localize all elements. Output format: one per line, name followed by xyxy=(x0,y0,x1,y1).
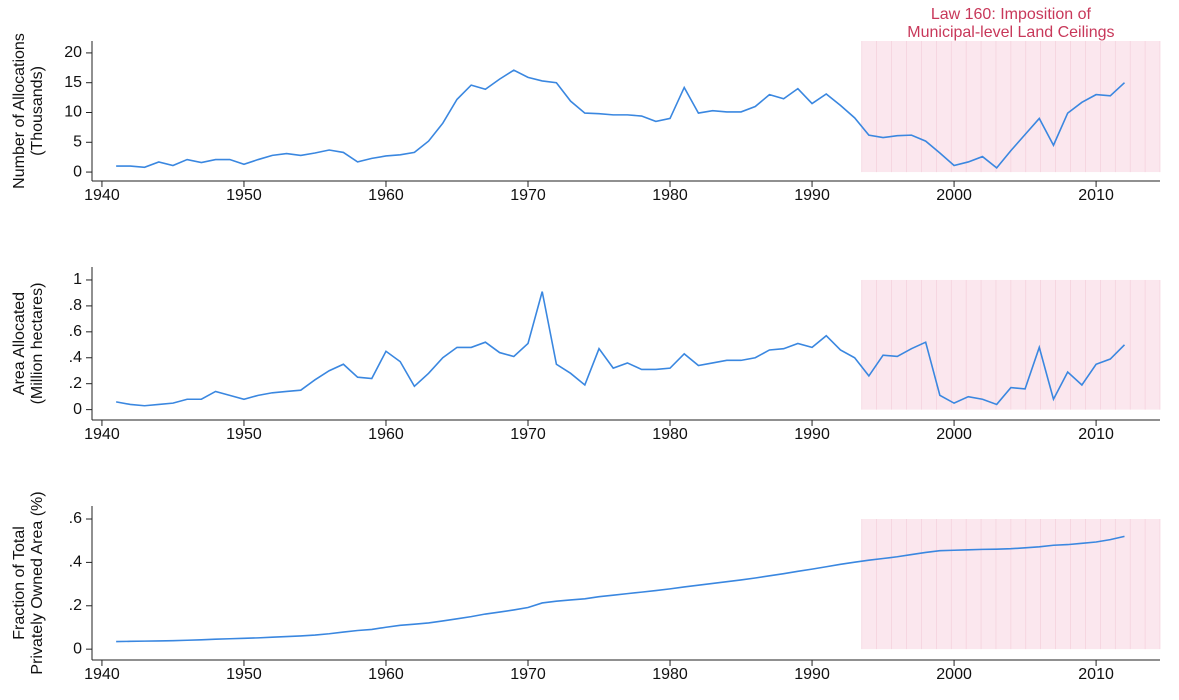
annotation: Law 160: Imposition of xyxy=(931,6,1092,23)
data-line xyxy=(115,291,1126,407)
x-tick-label: 2000 xyxy=(936,426,972,443)
y-tick-label: .8 xyxy=(69,297,82,314)
x-tick-label: 2010 xyxy=(1078,187,1114,204)
x-tick-label: 1970 xyxy=(510,187,546,204)
y-tick-label: 0 xyxy=(73,163,82,180)
y-tick-label: .2 xyxy=(69,375,82,392)
x-tick-label: 1940 xyxy=(84,666,120,683)
data-line xyxy=(116,69,1126,170)
x-tick-label: 1950 xyxy=(226,666,262,683)
x-tick-label: 1970 xyxy=(510,666,546,683)
y-tick-label: 20 xyxy=(64,44,82,61)
y-tick-label: 0 xyxy=(73,401,82,418)
y-tick-label: 0 xyxy=(73,640,82,657)
x-tick-label: 2010 xyxy=(1078,666,1114,683)
x-tick-label: 1960 xyxy=(368,426,404,443)
x-tick-label: 1950 xyxy=(226,426,262,443)
y-tick-label: .6 xyxy=(69,510,82,527)
y-axis-title: Area Allocated xyxy=(11,292,28,395)
data-line xyxy=(116,535,1125,643)
x-tick-label: 1960 xyxy=(368,666,404,683)
x-tick-label: 1940 xyxy=(84,187,120,204)
y-tick-label: .4 xyxy=(69,554,82,571)
x-tick-label: 2000 xyxy=(936,187,972,204)
y-tick-label: 5 xyxy=(73,133,82,150)
y-axis-title: Fraction of Total xyxy=(11,526,28,640)
y-tick-label: .6 xyxy=(69,323,82,340)
y-axis-title: (Thousands) xyxy=(29,66,46,156)
x-tick-label: 1980 xyxy=(652,187,688,204)
x-tick-label: 1980 xyxy=(652,666,688,683)
x-tick-label: 1990 xyxy=(794,666,830,683)
annotation: Municipal-level Land Ceilings xyxy=(907,24,1114,41)
x-tick-label: 1990 xyxy=(794,187,830,204)
y-axis-title: Privately Owned Area (%) xyxy=(29,491,46,674)
y-axis-title: (Million hectares) xyxy=(29,283,46,405)
y-tick-label: .4 xyxy=(69,349,82,366)
y-tick-label: 10 xyxy=(64,104,82,121)
y-tick-label: .2 xyxy=(69,597,82,614)
x-tick-label: 1970 xyxy=(510,426,546,443)
y-tick-label: 1 xyxy=(73,271,82,288)
x-tick-label: 1990 xyxy=(794,426,830,443)
x-tick-label: 1950 xyxy=(226,187,262,204)
x-tick-label: 1940 xyxy=(84,426,120,443)
y-tick-label: 15 xyxy=(64,74,82,91)
x-tick-label: 1980 xyxy=(652,426,688,443)
x-tick-label: 1960 xyxy=(368,187,404,204)
y-axis-title: Number of Allocations xyxy=(11,33,28,189)
x-tick-label: 2010 xyxy=(1078,426,1114,443)
x-tick-label: 2000 xyxy=(936,666,972,683)
